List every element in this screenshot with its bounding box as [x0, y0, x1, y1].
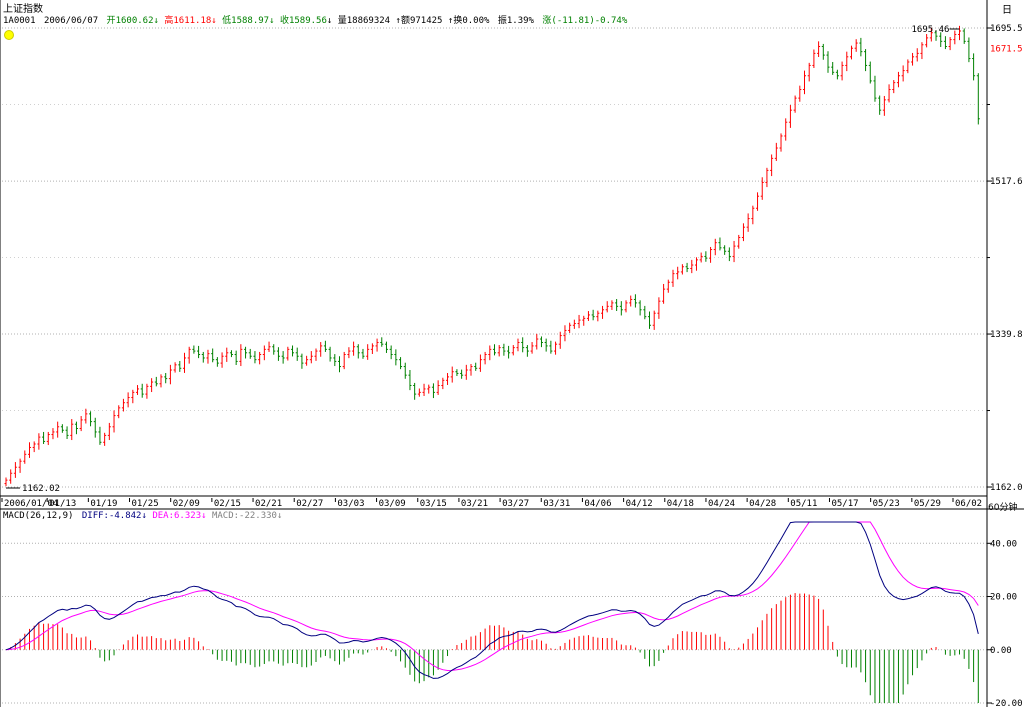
index-title: 上证指数 [3, 4, 43, 15]
macd-tick-label: 20.00 [990, 593, 1017, 603]
open-value: 1600.62 [115, 16, 154, 26]
date-tick-label: 04/24 [708, 499, 735, 509]
date-tick-label: 02/09 [173, 499, 200, 509]
daily-button[interactable]: 日 [1002, 5, 1012, 16]
down-arrow: ↓ [211, 16, 217, 26]
date-tick-label: 01/25 [132, 499, 159, 509]
date-tick-label: 06/02 [955, 499, 982, 509]
high-value: 1611.18 [173, 16, 212, 26]
dea-label: DEA: [152, 511, 175, 521]
date-tick-label: 03/09 [379, 499, 406, 509]
change-label: 涨 [542, 16, 552, 26]
dea-value: 6.323 [174, 511, 202, 521]
date-tick-label: 01/13 [49, 499, 76, 509]
down-arrow: ↓ [269, 16, 275, 26]
change-value: (-11.81)-0.74% [551, 16, 628, 26]
date-tick-label: 05/29 [914, 499, 941, 509]
open-label: 开 [106, 16, 116, 26]
turnover-label: 换 [453, 16, 463, 26]
quote-bar: 1A0001 2006/06/07 开1600.62↓ 高1611.18↓ 低1… [3, 13, 627, 26]
stock-code: 1A0001 [3, 16, 36, 26]
date-tick-label: 04/18 [667, 499, 694, 509]
down-arrow: ↓ [141, 511, 147, 521]
amplitude-label: 振 [497, 16, 507, 26]
date-tick-label: 03/21 [461, 499, 488, 509]
date-tick-label: 04/12 [626, 499, 653, 509]
period-label[interactable]: 60分钟 [988, 503, 1018, 513]
volume-value: 18869324 [346, 16, 391, 26]
date-tick-label: 02/15 [214, 499, 241, 509]
high-label: 高 [164, 16, 174, 26]
amount-value: 971425 [409, 16, 443, 26]
date-tick-label: 01/19 [90, 499, 117, 509]
price-tick-label: 1517.6 [990, 177, 1023, 187]
macd-tick-label: 40.00 [990, 539, 1017, 549]
macd-name: MACD(26,12,9) [3, 511, 74, 521]
diff-line [5, 521, 979, 679]
macd-tick-label: 0.00 [990, 646, 1012, 656]
date-tick-label: 05/23 [873, 499, 900, 509]
macd-tick-label: -20.00 [990, 699, 1023, 707]
down-arrow: ↓ [326, 16, 333, 26]
indicator-light-icon[interactable] [4, 30, 14, 40]
quote-date: 2006/06/07 [43, 16, 99, 26]
date-tick-label: 05/17 [831, 499, 858, 509]
low-label: 低 [222, 16, 232, 26]
down-arrow: ↓ [276, 511, 283, 521]
close-label: 收 [279, 16, 289, 26]
date-tick-label: 05/11 [790, 499, 817, 509]
volume-label: 量 [337, 16, 347, 26]
macd-header: MACD(26,12,9) DIFF:-4.842↓ DEA:6.323↓ MA… [3, 511, 282, 521]
up-arrow: ↑ [447, 16, 454, 26]
close-value: 1589.56 [288, 16, 327, 26]
current-price-label: 1671.5 [990, 45, 1023, 55]
macd-value: -22.330 [239, 511, 277, 521]
date-tick-label: 02/27 [296, 499, 323, 509]
min-price-label: 1162.02 [22, 484, 60, 494]
date-tick-label: 03/03 [337, 499, 364, 509]
amount-label: 额 [400, 16, 410, 26]
diff-value: -4.842 [108, 511, 142, 521]
diff-label: DIFF: [81, 511, 109, 521]
date-tick-label: 02/21 [255, 499, 282, 509]
turnover-value: 0.00% [462, 16, 490, 26]
date-tick-label: 03/27 [502, 499, 529, 509]
up-arrow: ↑ [395, 16, 401, 26]
macd-label: MACD: [211, 511, 240, 521]
price-tick-label: 1339.8 [990, 330, 1023, 340]
date-tick-label: 03/31 [543, 499, 570, 509]
date-tick-label: 03/15 [420, 499, 447, 509]
price-tick-label: 1695.5 [990, 24, 1023, 34]
date-tick-label: 04/06 [584, 499, 611, 509]
down-arrow: ↓ [201, 511, 207, 521]
price-tick-label: 1162.0 [990, 483, 1023, 493]
date-tick-label: 04/28 [749, 499, 776, 509]
dea-line [5, 521, 979, 672]
max-price-label: 1695.46 [912, 25, 950, 35]
low-value: 1588.97 [231, 16, 270, 26]
date-tick-label: 2006/01/04 [4, 499, 58, 509]
amplitude-value: 1.39% [506, 16, 534, 26]
down-arrow: ↓ [153, 16, 159, 26]
